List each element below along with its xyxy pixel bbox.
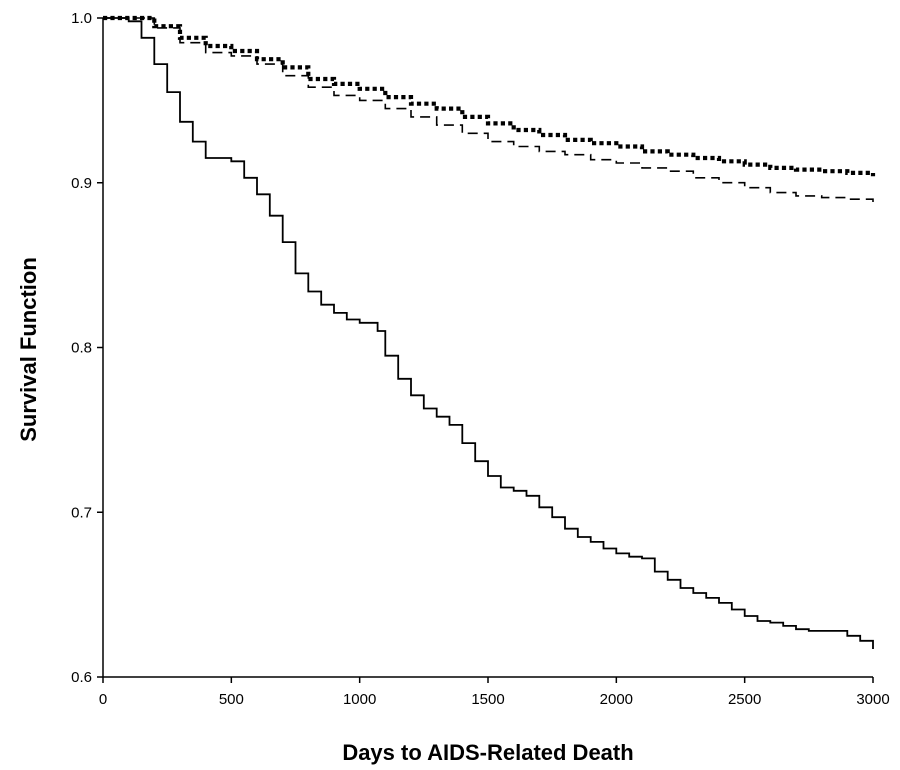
x-axis-title: Days to AIDS-Related Death [342, 740, 633, 765]
series-line-dashed [103, 17, 874, 206]
y-axis-title: Survival Function [16, 257, 41, 442]
series-line-dotted [103, 15, 876, 177]
y-tick-label: 0.7 [71, 504, 92, 521]
series-line-solid [103, 17, 874, 649]
y-tick-label: 0.9 [71, 175, 92, 192]
x-tick-label: 3000 [856, 691, 889, 708]
series-layer [103, 15, 876, 649]
x-tick-label: 0 [99, 691, 107, 708]
x-axis-ticks: 0 500 1000 1500 2000 2500 3000 [99, 677, 890, 708]
x-tick-label: 2500 [728, 691, 761, 708]
y-tick-label: 0.8 [71, 340, 92, 357]
x-tick-label: 1000 [343, 691, 376, 708]
y-tick-label: 0.6 [71, 669, 92, 686]
y-axis-ticks: 0.6 0.7 0.8 0.9 1.0 [71, 10, 103, 686]
y-tick-label: 1.0 [71, 10, 92, 27]
x-tick-label: 2000 [600, 691, 633, 708]
x-tick-label: 500 [219, 691, 244, 708]
x-tick-label: 1500 [471, 691, 504, 708]
